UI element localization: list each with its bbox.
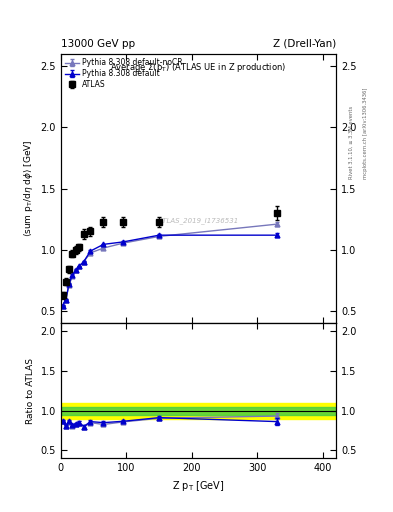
Y-axis label: $\langle$sum p$_\mathregular{T}$/d$\eta$ d$\phi\rangle$ [GeV]: $\langle$sum p$_\mathregular{T}$/d$\eta$… (22, 140, 35, 238)
Text: Z (Drell-Yan): Z (Drell-Yan) (273, 38, 336, 49)
Text: Rivet 3.1.10, ≥ 3.3M events: Rivet 3.1.10, ≥ 3.3M events (349, 106, 354, 179)
Bar (61, 403, 336, 419)
X-axis label: Z p$_\mathregular{T}$ [GeV]: Z p$_\mathregular{T}$ [GeV] (172, 479, 225, 493)
Text: mcplots.cern.ch [arXiv:1306.3436]: mcplots.cern.ch [arXiv:1306.3436] (363, 88, 368, 179)
Text: Average $\Sigma$(p$_\mathregular{T}$) (ATLAS UE in Z production): Average $\Sigma$(p$_\mathregular{T}$) (A… (110, 60, 286, 74)
Text: 13000 GeV pp: 13000 GeV pp (61, 38, 135, 49)
Y-axis label: Ratio to ATLAS: Ratio to ATLAS (26, 358, 35, 424)
Legend: Pythia 8.308 default-noCR, Pythia 8.308 default, ATLAS: Pythia 8.308 default-noCR, Pythia 8.308 … (64, 57, 184, 91)
Text: ATLAS_2019_I1736531: ATLAS_2019_I1736531 (158, 218, 239, 224)
Bar (61, 407, 336, 415)
